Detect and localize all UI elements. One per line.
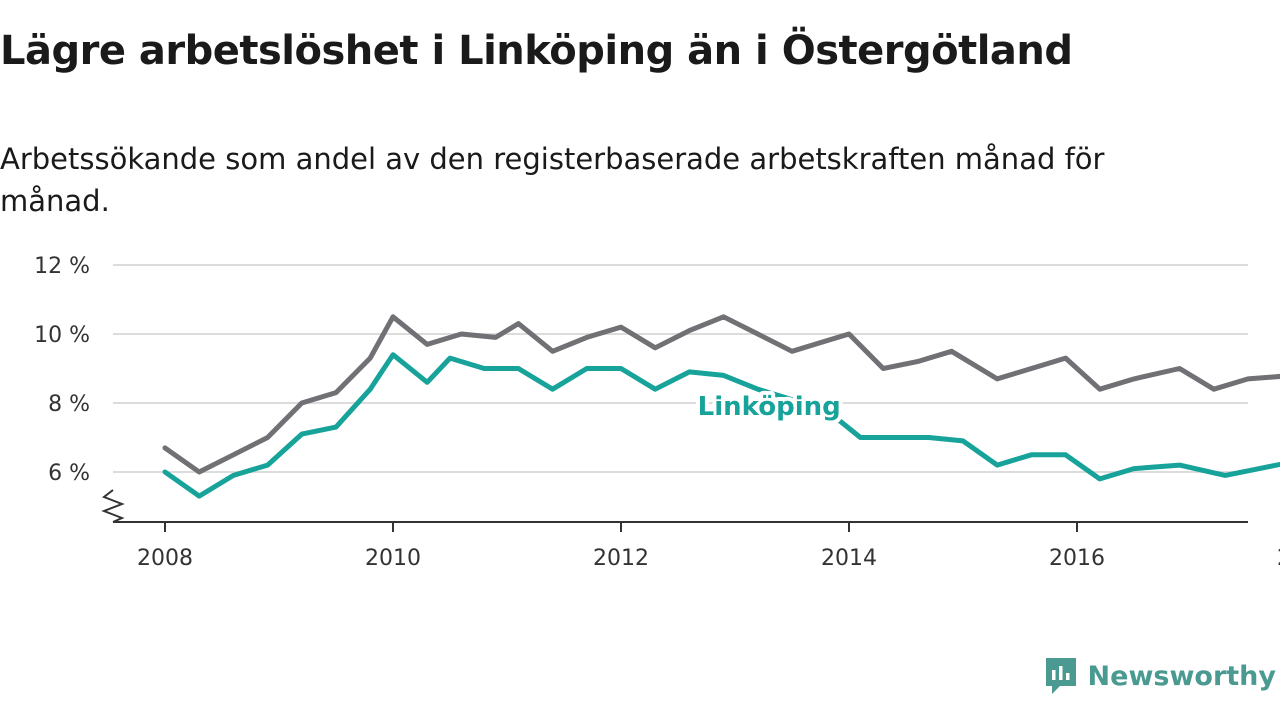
series-lines — [162, 314, 1280, 499]
y-tick-label: 10 % — [34, 323, 90, 348]
x-axis: 2008201020122014201620182020202220242026 — [101, 489, 1280, 571]
x-tick-label: 2010 — [365, 546, 421, 571]
x-tick-label: 2014 — [821, 546, 877, 571]
series-labels: ÖstergötlandÖstergötland6,9 %6,9 %Linköp… — [694, 388, 845, 426]
series-line-stergtland-0 — [162, 314, 1280, 475]
brand-name: Newsworthy — [1087, 660, 1276, 692]
grid-lines: 6 % 8 % 10 % 12 % — [34, 254, 1248, 486]
chart-title: Lägre arbetslöshet i Linköping än i Öste… — [0, 28, 1073, 74]
series-label-halo: Linköping — [698, 392, 841, 422]
y-tick-label: 8 % — [48, 392, 90, 417]
x-tick-label: 2012 — [593, 546, 649, 571]
chart-subtitle: Arbetssökande som andel av den registerb… — [0, 142, 1105, 218]
series-label: Linköping — [698, 392, 841, 422]
x-tick-label: 2008 — [137, 546, 193, 571]
series-line-linkping-1 — [162, 352, 1280, 499]
y-tick-label: 6 % — [48, 461, 90, 486]
x-tick-label: 2018 — [1277, 546, 1280, 571]
newsworthy-icon — [1045, 658, 1076, 694]
y-tick-label: 12 % — [34, 254, 90, 279]
newsworthy-logo: Newsworthy — [1044, 656, 1276, 696]
x-tick-label: 2016 — [1049, 546, 1105, 571]
axis-break-icon — [101, 489, 125, 523]
